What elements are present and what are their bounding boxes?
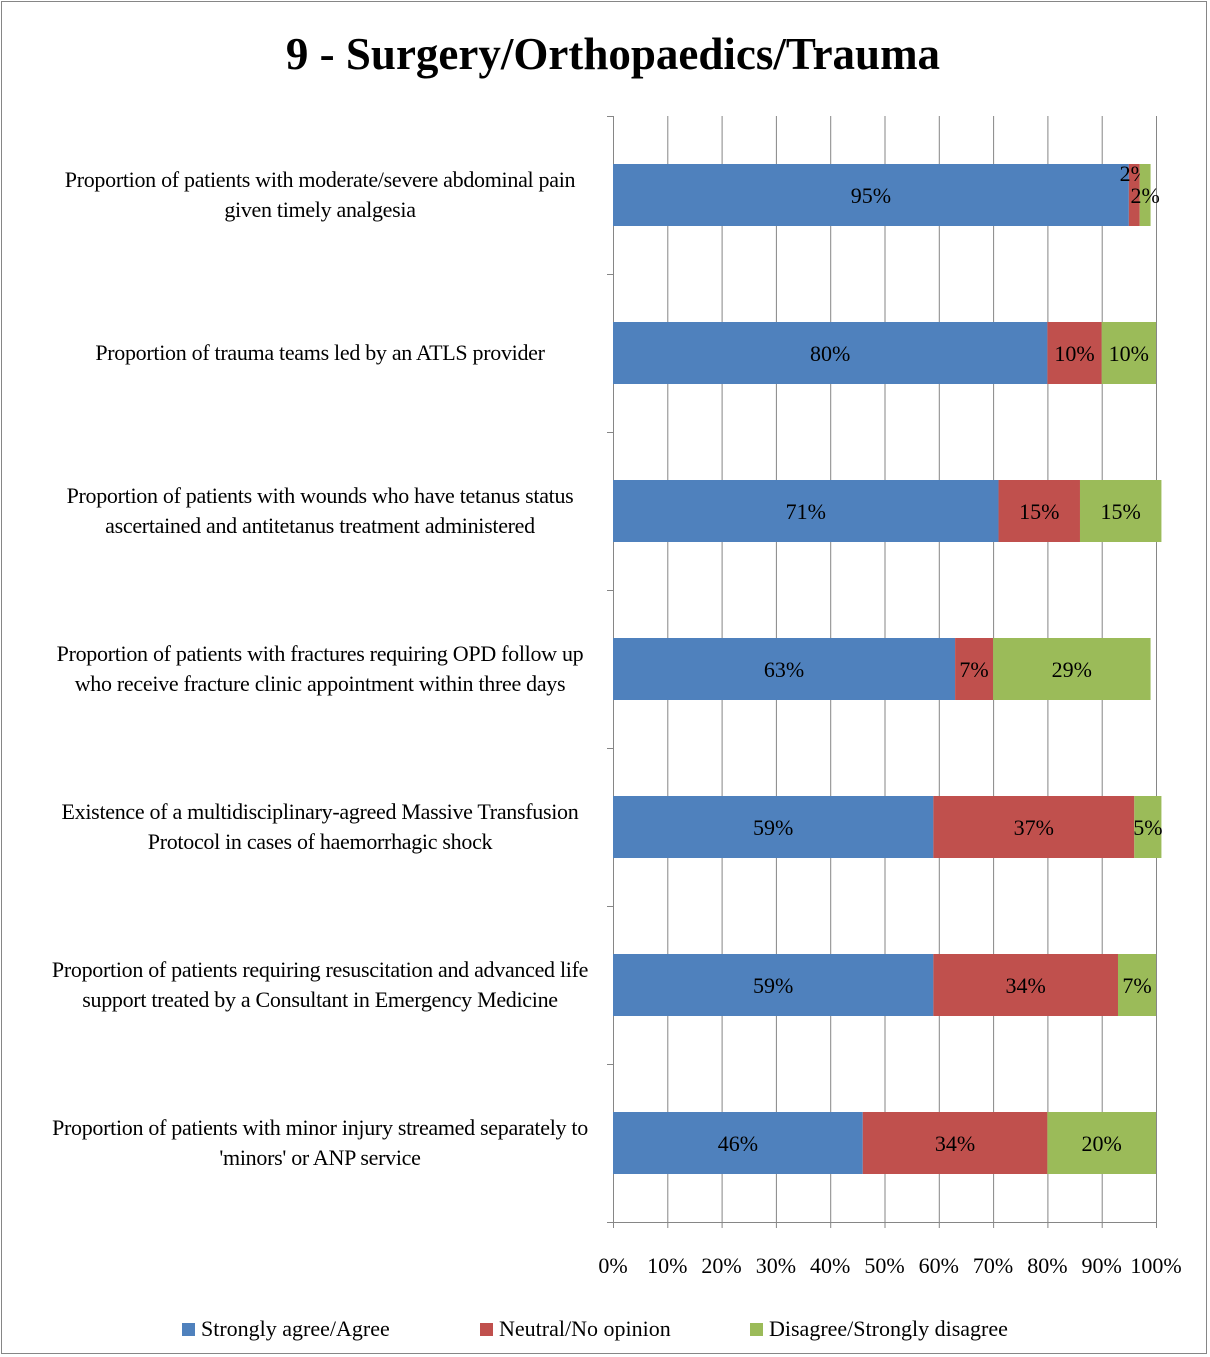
data-label: 59%: [753, 973, 793, 998]
data-label: 15%: [1101, 499, 1141, 524]
data-label: 37%: [1014, 815, 1054, 840]
bar-agree: [613, 164, 1129, 226]
category-label: Proportion of patients with moderate/sev…: [64, 167, 576, 222]
data-label: 34%: [1006, 973, 1046, 998]
bar-neutral: [1047, 322, 1102, 384]
legend-item: Strongly agree/Agree: [182, 1316, 390, 1342]
bar-agree: [613, 796, 934, 858]
data-label: 80%: [810, 341, 850, 366]
x-tick-label: 50%: [864, 1253, 904, 1278]
x-tick-label: 40%: [810, 1253, 850, 1278]
bar-neutral: [955, 638, 994, 700]
data-label: 2%: [1130, 183, 1159, 208]
data-label: 7%: [959, 657, 988, 682]
bar-neutral: [1128, 164, 1140, 226]
data-label: 7%: [1122, 973, 1151, 998]
x-tick-label: 30%: [756, 1253, 796, 1278]
bar-agree: [613, 1112, 863, 1174]
category-label: Proportion of trauma teams led by an ATL…: [95, 340, 545, 365]
data-label: 15%: [1019, 499, 1059, 524]
data-label: 20%: [1082, 1131, 1122, 1156]
bar-disagree: [1101, 322, 1156, 384]
legend-item: Disagree/Strongly disagree: [750, 1316, 1008, 1342]
x-tick-label: 10%: [647, 1253, 687, 1278]
data-label: 10%: [1109, 341, 1149, 366]
data-label: 10%: [1054, 341, 1094, 366]
data-label: 29%: [1052, 657, 1092, 682]
data-label: 71%: [786, 499, 826, 524]
legend-swatch: [480, 1322, 493, 1336]
x-tick-label: 0%: [598, 1253, 627, 1278]
data-label: 95%: [851, 183, 891, 208]
bar-neutral: [862, 1112, 1048, 1174]
bar-neutral: [998, 480, 1080, 542]
bar-agree: [613, 954, 934, 1016]
bar-disagree: [993, 638, 1151, 700]
x-tick-label: 80%: [1027, 1253, 1067, 1278]
chart-title: 9 - Surgery/Orthopaedics/Trauma: [285, 29, 941, 79]
legend-swatch: [182, 1322, 195, 1336]
bar-agree: [613, 322, 1048, 384]
data-label: 34%: [935, 1131, 975, 1156]
category-label: Proportion of patients with fractures re…: [56, 641, 584, 696]
data-label: 5%: [1133, 815, 1162, 840]
legend-label: Neutral/No opinion: [499, 1316, 671, 1341]
bar-disagree: [1139, 164, 1151, 226]
category-label: Proportion of patients requiring resusci…: [51, 957, 589, 1012]
data-label: 63%: [764, 657, 804, 682]
bar-agree: [613, 638, 956, 700]
category-label: Proportion of patients with minor injury…: [52, 1115, 588, 1170]
data-label: 59%: [753, 815, 793, 840]
category-label: Existence of a multidisciplinary-agreed …: [61, 799, 579, 854]
bar-neutral: [933, 954, 1118, 1016]
x-tick-label: 60%: [919, 1253, 959, 1278]
legend-label: Disagree/Strongly disagree: [769, 1316, 1008, 1341]
x-tick-label: 90%: [1082, 1253, 1122, 1278]
x-tick-label: 20%: [701, 1253, 741, 1278]
legend-item: Neutral/No opinion: [480, 1316, 671, 1342]
x-tick-label: 100%: [1130, 1253, 1181, 1278]
bar-disagree: [1117, 954, 1156, 1016]
bar-disagree: [1047, 1112, 1156, 1174]
legend-swatch: [750, 1322, 763, 1336]
category-label: Proportion of patients with wounds who h…: [66, 483, 574, 538]
bar-disagree: [1079, 480, 1162, 542]
legend-label: Strongly agree/Agree: [201, 1316, 390, 1341]
bar-neutral: [933, 796, 1135, 858]
bar-agree: [613, 480, 999, 542]
data-label: 46%: [718, 1131, 758, 1156]
x-tick-label: 70%: [973, 1253, 1013, 1278]
bar-disagree: [1134, 796, 1162, 858]
legend: Strongly agree/Agree Neutral/No opinion Di…: [0, 1316, 1210, 1346]
